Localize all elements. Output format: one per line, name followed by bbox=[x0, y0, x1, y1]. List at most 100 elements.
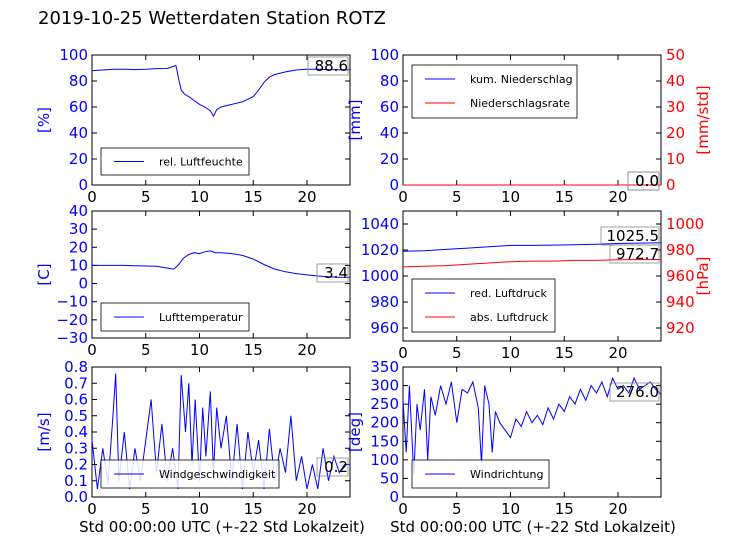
y-tick-label: 100 bbox=[370, 451, 399, 469]
current-value-label: 88.6 bbox=[315, 57, 348, 75]
y-tick-label: 0.8 bbox=[64, 358, 88, 376]
current-value-box bbox=[316, 263, 349, 283]
y-right-tick-label: 920 bbox=[666, 319, 695, 337]
current-value-label: 3.4 bbox=[324, 264, 348, 282]
y-tick-label: 20 bbox=[69, 238, 88, 256]
y-axis-label: [C] bbox=[35, 263, 53, 285]
y-tick-label: 0.2 bbox=[64, 456, 88, 474]
x-tick-label: 10 bbox=[501, 500, 520, 518]
y-tick-label: 100 bbox=[370, 46, 399, 64]
x-tick-label: 10 bbox=[190, 341, 209, 359]
y-tick-label: −30 bbox=[56, 329, 88, 347]
y-right-tick-label: 50 bbox=[666, 46, 685, 64]
x-tick-label: 10 bbox=[501, 344, 520, 362]
x-tick-label: 20 bbox=[608, 500, 627, 518]
x-tick-label: 15 bbox=[555, 188, 574, 206]
y-tick-label: 0 bbox=[78, 176, 88, 194]
current-value-label: 972.7 bbox=[616, 245, 659, 263]
y-tick-label: 0.7 bbox=[64, 374, 88, 392]
y-tick-label: 0.3 bbox=[64, 439, 88, 457]
x-tick-label: 0 bbox=[398, 188, 408, 206]
series-line bbox=[402, 376, 662, 475]
y-tick-label: 350 bbox=[370, 358, 399, 376]
y-right-tick-label: 10 bbox=[666, 150, 685, 168]
y-right-tick-label: 980 bbox=[666, 241, 695, 259]
plot-frame bbox=[91, 210, 351, 339]
y-tick-label: 20 bbox=[69, 150, 88, 168]
legend-label: Niederschlagsrate bbox=[470, 97, 570, 110]
y-right-axis-label: [hPa] bbox=[694, 257, 712, 296]
current-value-box bbox=[609, 244, 660, 264]
current-value-box bbox=[627, 171, 660, 191]
x-tick-label: 15 bbox=[555, 344, 574, 362]
y-right-tick-label: 40 bbox=[666, 72, 685, 90]
series-line bbox=[91, 373, 350, 490]
current-value-box bbox=[609, 382, 660, 402]
series-line-right bbox=[402, 259, 662, 268]
x-tick-label: 15 bbox=[244, 500, 263, 518]
y-tick-label: 80 bbox=[380, 72, 399, 90]
y-axis-label: [mm] bbox=[346, 100, 364, 141]
current-value-label: 0.0 bbox=[635, 172, 659, 190]
y-tick-label: 0 bbox=[78, 275, 88, 293]
panel-3: 0 5 10 15 20−30−20−10010203040[C]Lufttempera… bbox=[35, 202, 351, 359]
x-tick-label: 10 bbox=[190, 188, 209, 206]
x-tick-label: 5 bbox=[141, 188, 151, 206]
x-axis-label-right: Std 00:00:00 UTC (+-22 Std Lokalzeit) bbox=[390, 518, 676, 536]
x-tick-label: 20 bbox=[608, 344, 627, 362]
y-tick-label: 40 bbox=[69, 124, 88, 142]
panel-4: 0 5 10 15 20 960 980 1000 1020 1040 920 940 960 980 10… bbox=[361, 210, 712, 362]
current-value-box bbox=[307, 56, 349, 76]
x-tick-label: 10 bbox=[190, 500, 209, 518]
y-tick-label: 80 bbox=[69, 72, 88, 90]
x-tick-label: 0 bbox=[87, 500, 97, 518]
panel-1: 0 5 10 15 20 0 20 40 60 80 100 [%] rel. Luftfeuchte 8… bbox=[35, 46, 351, 206]
y-tick-label: 0 bbox=[389, 488, 399, 506]
y-tick-label: 1000 bbox=[361, 267, 399, 285]
y-axis-label: [%] bbox=[35, 107, 53, 133]
legend-box bbox=[411, 278, 556, 333]
legend-label: kum. Niederschlag bbox=[470, 73, 573, 86]
panel-6: 0 5 10 15 20050100150200250300350[deg]Windri… bbox=[346, 358, 662, 518]
y-tick-label: 200 bbox=[370, 414, 399, 432]
plot-frame bbox=[91, 54, 351, 186]
y-right-tick-label: 940 bbox=[666, 293, 695, 311]
y-tick-label: 100 bbox=[59, 46, 88, 64]
series-line bbox=[91, 64, 350, 118]
y-axis-label: [m/s] bbox=[35, 412, 53, 451]
x-tick-label: 0 bbox=[87, 188, 97, 206]
y-tick-label: 60 bbox=[69, 98, 88, 116]
page-title: 2019-10-25 Wetterdaten Station ROTZ bbox=[38, 8, 386, 29]
current-value-box bbox=[316, 457, 349, 477]
series-line bbox=[92, 250, 351, 278]
y-right-tick-label: 960 bbox=[666, 267, 695, 285]
y-tick-label: 40 bbox=[69, 202, 88, 220]
y-tick-label: 300 bbox=[370, 377, 399, 395]
x-tick-label: 5 bbox=[141, 500, 151, 518]
y-tick-label: 40 bbox=[380, 124, 399, 142]
y-tick-label: 0.6 bbox=[64, 391, 88, 409]
legend-label: red. Luftdruck bbox=[470, 287, 547, 300]
x-tick-label: 15 bbox=[244, 341, 263, 359]
x-tick-label: 15 bbox=[555, 500, 574, 518]
panel-2: 0 5 10 15 20 0 20 40 60 80 100 0 10 20 30 40 50 [mm] [mm/s… bbox=[346, 46, 712, 206]
x-tick-label: 0 bbox=[398, 344, 408, 362]
y-tick-label: 60 bbox=[380, 98, 399, 116]
y-tick-label: 1040 bbox=[361, 215, 399, 233]
current-value-label: 276.0 bbox=[616, 383, 659, 401]
current-value-label: 1025.5 bbox=[607, 227, 660, 245]
y-tick-label: 0.4 bbox=[64, 423, 88, 441]
x-tick-label: 20 bbox=[297, 188, 316, 206]
y-tick-label: 1020 bbox=[361, 241, 399, 259]
y-tick-label: −10 bbox=[56, 293, 88, 311]
current-value-label: 0.2 bbox=[324, 458, 348, 476]
y-right-axis-label: [mm/std] bbox=[694, 85, 712, 154]
legend-label: Lufttemperatur bbox=[159, 311, 243, 324]
y-tick-label: 30 bbox=[69, 220, 88, 238]
x-tick-label: 5 bbox=[452, 500, 462, 518]
x-tick-label: 20 bbox=[297, 500, 316, 518]
panel-5: 0 5 10 15 200.00.10.20.30.40.50.60.70.8[m/s]… bbox=[35, 358, 351, 518]
y-tick-label: 20 bbox=[380, 150, 399, 168]
y-right-tick-label: 1000 bbox=[666, 215, 704, 233]
y-tick-label: 0.5 bbox=[64, 407, 88, 425]
